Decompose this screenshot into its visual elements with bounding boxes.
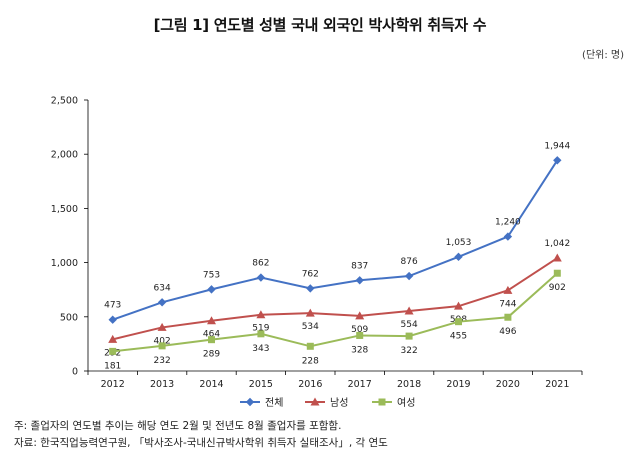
x-tick-label: 2019 xyxy=(446,379,470,390)
footnote-source: 자료: 한국직업능력연구원, 「박사조사-국내신규박사학위 취득자 실태조사」,… xyxy=(14,437,388,449)
data-label-male: 519 xyxy=(252,324,269,334)
data-point-total xyxy=(207,285,216,294)
data-point-female xyxy=(504,313,512,321)
x-tick-label: 2018 xyxy=(397,379,421,390)
data-label-total: 634 xyxy=(154,283,171,293)
x-tick-label: 2013 xyxy=(150,379,174,390)
data-label-total: 473 xyxy=(104,301,121,311)
data-label-male: 509 xyxy=(351,325,368,335)
footnote-note: 주: 졸업자의 연도별 추이는 해당 연도 2월 및 전년도 8월 졸업자를 포… xyxy=(14,420,342,432)
data-point-male xyxy=(454,301,463,310)
data-label-female: 228 xyxy=(302,356,319,366)
data-point-total xyxy=(108,315,117,324)
series-line-female xyxy=(112,272,558,353)
data-point-female xyxy=(109,347,117,355)
data-label-male: 534 xyxy=(302,322,319,332)
data-point-total xyxy=(306,284,315,293)
legend-label-total: 전체 xyxy=(265,397,283,409)
data-point-total xyxy=(355,276,364,285)
legend-marker-male xyxy=(310,397,320,406)
data-label-female: 322 xyxy=(401,346,418,356)
legend-label-male: 남성 xyxy=(330,397,348,409)
data-point-male xyxy=(404,306,414,315)
data-point-male xyxy=(157,322,167,331)
data-point-male xyxy=(355,311,365,320)
data-point-male xyxy=(108,334,118,343)
data-point-male xyxy=(207,316,216,325)
data-label-total: 837 xyxy=(351,261,368,271)
data-point-female xyxy=(553,269,561,277)
data-point-total xyxy=(404,271,414,281)
data-point-female xyxy=(455,318,462,326)
data-point-female xyxy=(306,342,314,350)
footnotes: 주: 졸업자의 연도별 추이는 해당 연도 2월 및 전년도 8월 졸업자를 포… xyxy=(14,418,388,452)
data-label-male: 554 xyxy=(401,320,418,330)
legend-marker-female xyxy=(378,398,386,406)
y-tick-label: 1,500 xyxy=(51,204,78,215)
data-point-total xyxy=(503,232,513,241)
data-label-female: 328 xyxy=(351,345,368,355)
x-tick-label: 2017 xyxy=(348,379,372,390)
data-label-female: 343 xyxy=(252,344,269,354)
data-label-female: 232 xyxy=(154,356,171,366)
x-tick-label: 2021 xyxy=(545,379,569,390)
data-point-total xyxy=(553,156,562,165)
data-label-total: 1,240 xyxy=(495,218,521,228)
legend-label-female: 여성 xyxy=(397,397,415,409)
data-label-total: 862 xyxy=(252,259,269,269)
data-point-total xyxy=(157,298,167,307)
data-point-male xyxy=(552,253,562,262)
y-tick-label: 2,000 xyxy=(51,150,78,161)
x-tick-label: 2016 xyxy=(298,379,322,390)
data-label-female: 289 xyxy=(203,350,220,360)
data-label-total: 1,053 xyxy=(446,238,472,248)
data-point-male xyxy=(305,308,315,317)
data-label-male: 744 xyxy=(499,299,516,309)
chart-title: [그림 1] 연도별 성별 국내 외국인 박사학위 취득자 수 xyxy=(153,16,487,34)
data-label-female: 455 xyxy=(450,332,467,342)
y-tick-label: 500 xyxy=(60,312,78,323)
data-label-total: 753 xyxy=(203,270,220,280)
data-point-female xyxy=(405,332,413,340)
data-label-total: 1,944 xyxy=(544,141,570,151)
unit-label: (단위: 명) xyxy=(582,50,624,61)
x-tick-label: 2014 xyxy=(199,379,223,390)
y-tick-label: 1,000 xyxy=(51,258,78,269)
data-point-female xyxy=(356,331,364,339)
data-label-female: 496 xyxy=(499,327,516,337)
y-tick-label: 0 xyxy=(72,367,78,378)
data-label-male: 402 xyxy=(154,336,171,346)
legend-marker-total xyxy=(245,397,255,407)
data-point-female xyxy=(158,342,166,350)
data-label-female: 181 xyxy=(104,361,121,371)
data-point-male xyxy=(503,285,513,294)
series-line-male xyxy=(112,257,558,341)
data-point-total xyxy=(454,252,463,262)
x-tick-label: 2020 xyxy=(496,379,520,390)
data-label-total: 762 xyxy=(302,269,319,279)
data-point-female xyxy=(257,330,265,338)
data-point-total xyxy=(256,273,266,282)
y-tick-label: 2,500 xyxy=(51,96,78,107)
data-label-male: 464 xyxy=(203,330,220,340)
data-point-male xyxy=(256,310,266,319)
data-label-male: 1,042 xyxy=(544,239,570,249)
data-point-female xyxy=(208,336,215,344)
data-label-female: 902 xyxy=(549,283,566,293)
data-label-total: 876 xyxy=(401,257,418,267)
x-tick-label: 2015 xyxy=(249,379,273,390)
x-tick-label: 2012 xyxy=(101,379,125,390)
series-line-total xyxy=(112,159,559,321)
